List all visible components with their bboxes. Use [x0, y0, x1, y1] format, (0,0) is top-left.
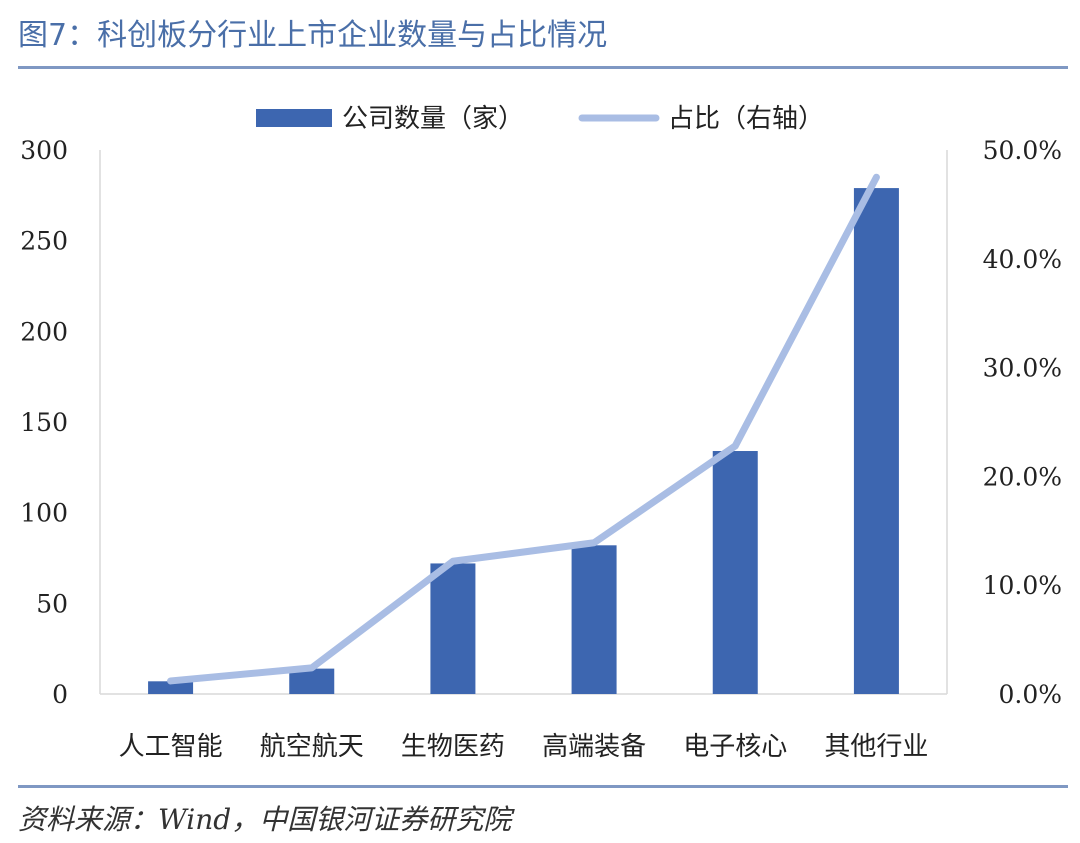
legend-bar-label: 公司数量（家）	[342, 104, 524, 134]
legend-bar-swatch	[256, 109, 332, 127]
right-tick-label: 40.0%	[983, 245, 1062, 274]
category-label: 电子核心	[683, 732, 787, 762]
bar-series	[148, 188, 899, 694]
bar-3	[430, 563, 476, 694]
category-label: 人工智能	[119, 732, 223, 762]
left-tick-label: 200	[20, 317, 68, 346]
source-note: 资料来源：Wind，中国银河证券研究院	[18, 803, 512, 836]
bar-2	[289, 668, 335, 694]
right-tick-label: 30.0%	[983, 354, 1062, 383]
left-tick-label: 150	[20, 408, 68, 437]
left-tick-label: 100	[20, 499, 68, 528]
left-tick-label: 250	[20, 227, 68, 256]
chart-axes	[99, 150, 948, 695]
left-tick-label: 0	[52, 680, 68, 709]
bar-1	[148, 681, 194, 694]
legend-line-label: 占比（右轴）	[668, 104, 824, 134]
share-line	[167, 173, 880, 685]
right-tick-label: 10.0%	[983, 571, 1062, 600]
bar-6	[853, 188, 899, 694]
axis-ticks: 0 50 100 150 200 250 300 0.0% 10.0% 20.0% 30.0% 40.…	[20, 136, 1062, 762]
figure-title: 图7：科创板分行业上市企业数量与占比情况	[18, 18, 608, 53]
category-label: 其他行业	[824, 732, 928, 762]
category-label: 航空航天	[260, 732, 364, 762]
right-tick-label: 20.0%	[983, 462, 1062, 491]
chart-legend: 公司数量（家） 占比（右轴）	[256, 104, 824, 134]
right-tick-label: 0.0%	[998, 680, 1062, 709]
title-divider	[18, 66, 1068, 69]
category-label: 生物医药	[401, 732, 505, 762]
line-series	[167, 173, 880, 685]
footer-divider	[18, 785, 1068, 788]
category-label: 高端装备	[542, 732, 646, 762]
bar-5	[712, 451, 758, 694]
bar-4	[571, 545, 617, 694]
left-tick-label: 300	[20, 136, 68, 165]
left-tick-label: 50	[36, 589, 68, 618]
combo-chart: 公司数量（家） 占比（右轴） 0 50 100 150 200 250 300 0.0% 10.0…	[20, 104, 1062, 762]
right-tick-label: 50.0%	[983, 136, 1062, 165]
